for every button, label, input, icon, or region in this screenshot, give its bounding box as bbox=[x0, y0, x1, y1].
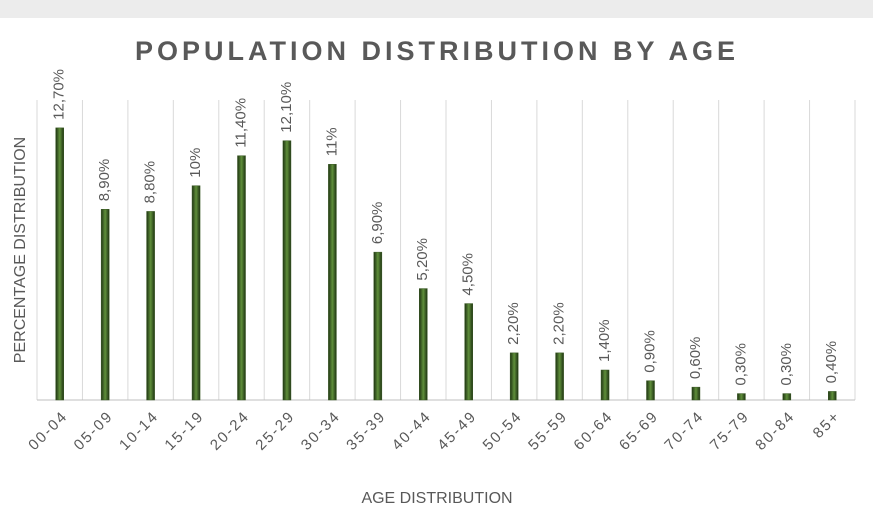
value-label: 0,40% bbox=[823, 341, 840, 384]
x-tick-label: 20-24 bbox=[207, 408, 253, 454]
bar bbox=[828, 391, 837, 401]
x-tick-label: 40-44 bbox=[389, 408, 435, 454]
value-label: 2,20% bbox=[505, 302, 522, 345]
x-tick-label: 15-19 bbox=[161, 408, 207, 454]
value-label: 8,90% bbox=[96, 159, 113, 202]
x-tick-label: 55-59 bbox=[525, 408, 571, 454]
bar bbox=[464, 303, 473, 401]
bar bbox=[555, 352, 564, 401]
y-axis-title: PERCENTAGE DISTRIBUTION bbox=[12, 137, 29, 363]
bar bbox=[55, 127, 64, 401]
x-tick-label: 35-39 bbox=[343, 408, 389, 454]
x-tick-label: 75-79 bbox=[707, 408, 753, 454]
x-tick-label: 65-69 bbox=[616, 408, 662, 454]
chart-title: POPULATION DISTRIBUTION BY AGE bbox=[135, 36, 739, 66]
x-tick-label: 00-04 bbox=[25, 408, 71, 454]
value-label: 11,40% bbox=[232, 98, 249, 148]
bar bbox=[237, 155, 246, 401]
x-tick-label: 45-49 bbox=[434, 408, 480, 454]
x-tick-label: 80-84 bbox=[752, 408, 798, 454]
bar bbox=[737, 393, 746, 401]
value-label: 2,20% bbox=[551, 302, 568, 345]
x-tick-label: 30-34 bbox=[298, 408, 344, 454]
header-band bbox=[0, 0, 873, 18]
value-label: 0,30% bbox=[732, 343, 749, 386]
value-label: 5,20% bbox=[414, 238, 431, 281]
x-tick-label: 25-29 bbox=[252, 408, 298, 454]
value-label: 0,90% bbox=[641, 330, 658, 373]
bar bbox=[600, 369, 610, 401]
bar bbox=[691, 386, 701, 401]
x-axis-title: AGE DISTRIBUTION bbox=[361, 490, 512, 507]
x-tick-label: 10-14 bbox=[116, 408, 162, 454]
value-label: 4,50% bbox=[460, 253, 477, 296]
bar bbox=[146, 211, 155, 401]
bar bbox=[373, 251, 383, 401]
value-label: 11% bbox=[323, 127, 340, 156]
value-label: 12,10% bbox=[278, 82, 295, 133]
value-label: 1,40% bbox=[596, 319, 613, 362]
x-tick-label: 70-74 bbox=[661, 408, 707, 454]
value-label: 8,80% bbox=[142, 161, 159, 204]
bar bbox=[509, 352, 519, 401]
bar bbox=[191, 185, 201, 401]
x-tick-label: 85+ bbox=[810, 408, 844, 442]
x-tick-label: 50-54 bbox=[480, 408, 526, 454]
bar bbox=[328, 164, 337, 401]
value-label: 12,70% bbox=[51, 69, 68, 120]
bar bbox=[646, 380, 655, 401]
value-label: 10% bbox=[187, 148, 204, 178]
bar bbox=[782, 393, 792, 401]
value-label: 0,60% bbox=[687, 337, 704, 380]
value-label: 0,30% bbox=[778, 343, 795, 386]
bar bbox=[419, 288, 428, 401]
x-tick-label: 60-64 bbox=[570, 408, 616, 454]
value-label: 6,90% bbox=[369, 202, 386, 245]
bar bbox=[282, 140, 292, 401]
bar bbox=[100, 209, 110, 401]
x-tick-label: 05-09 bbox=[71, 408, 117, 454]
